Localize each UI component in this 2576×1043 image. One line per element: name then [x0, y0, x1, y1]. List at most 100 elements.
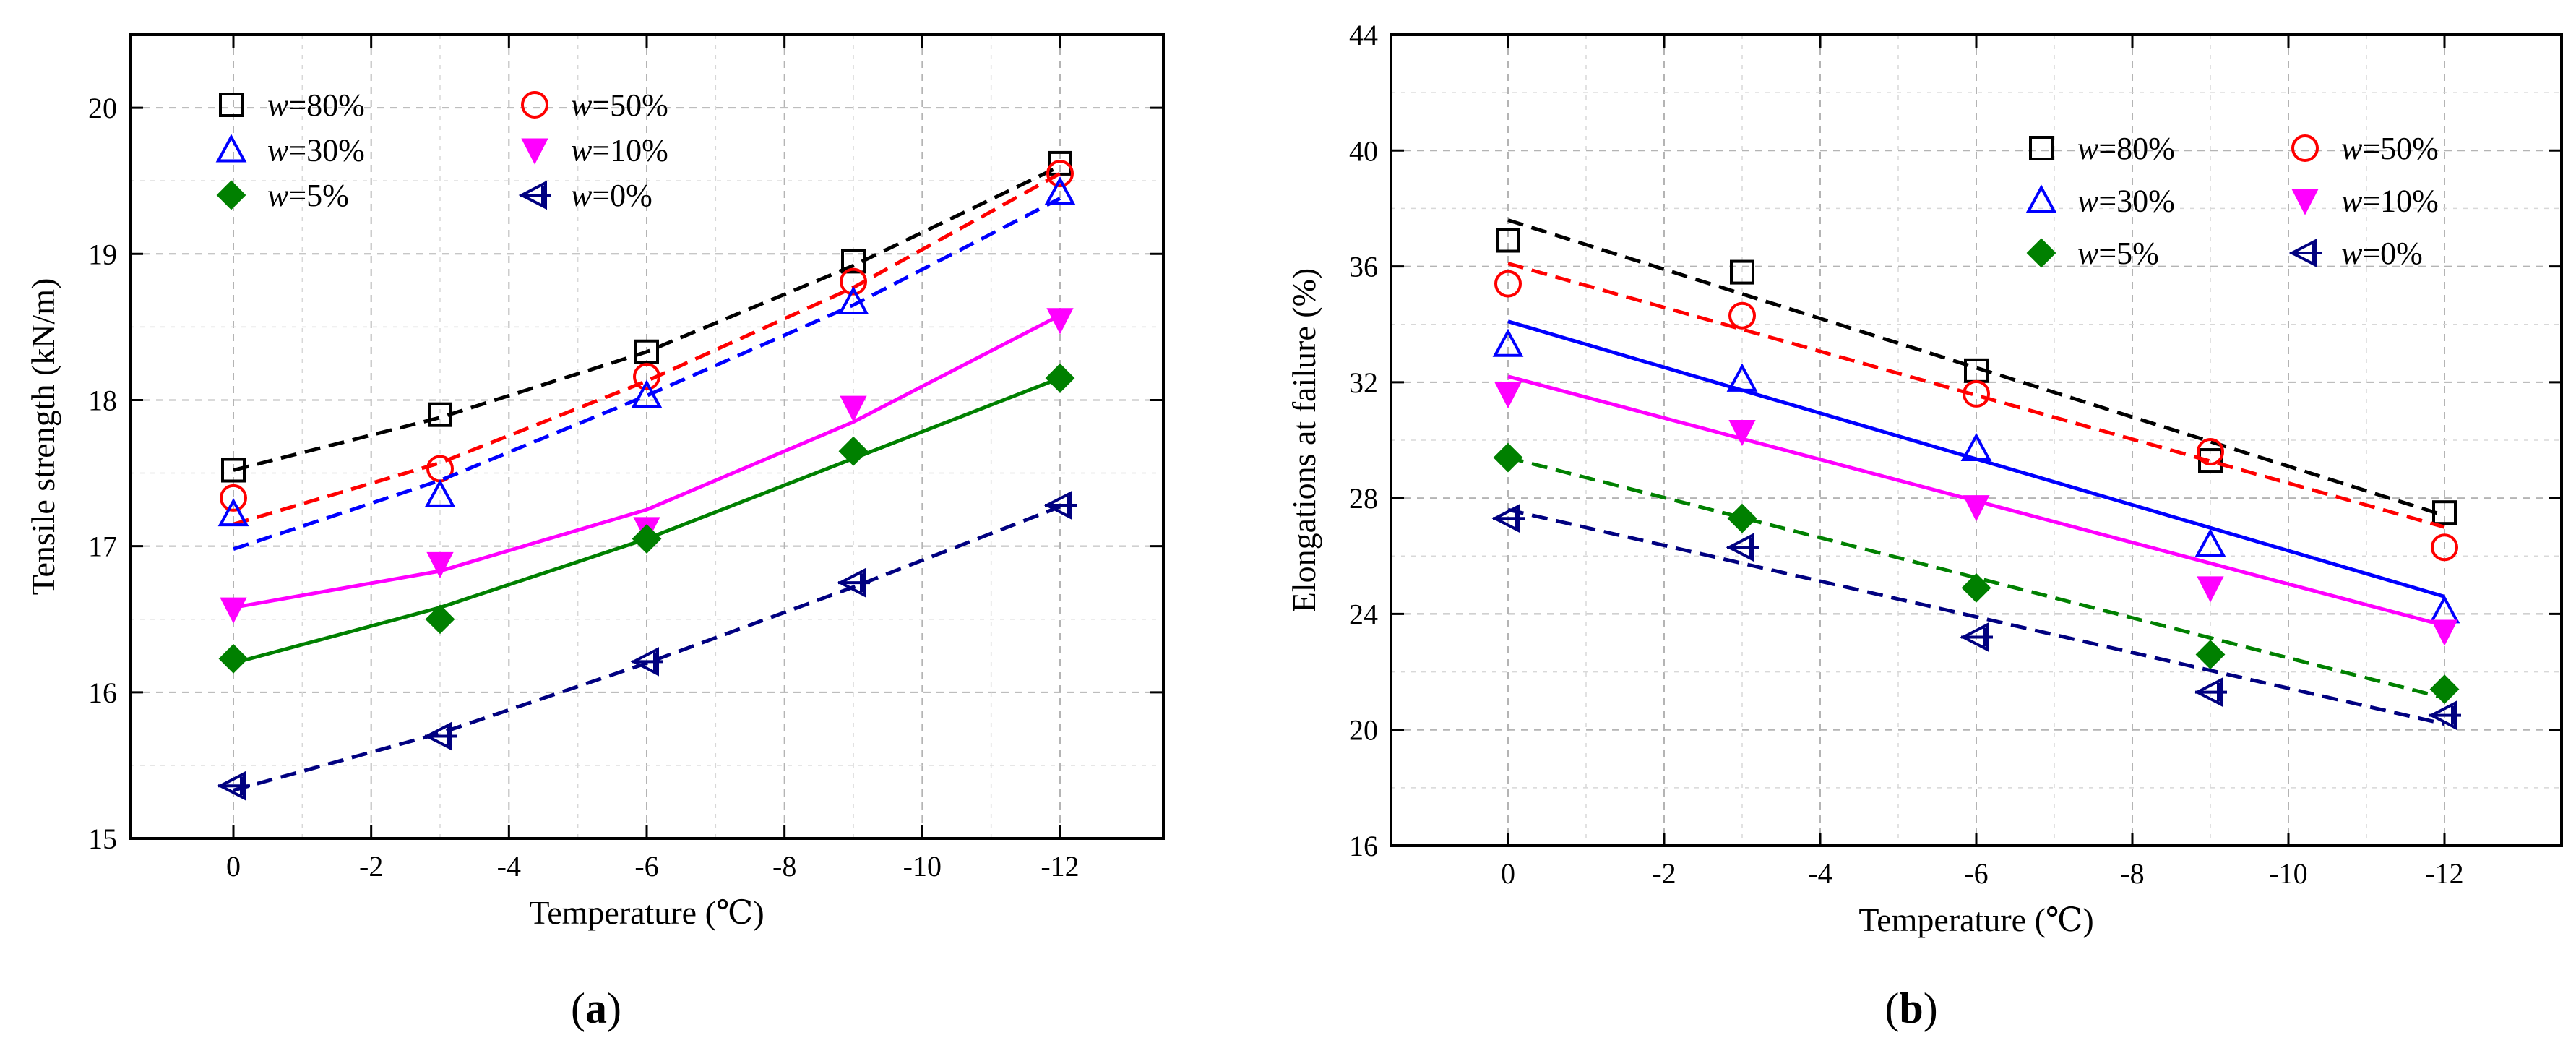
data-point — [1728, 301, 1756, 330]
data-point — [633, 363, 660, 391]
x-axis-title: Temperature (℃) — [1858, 901, 2093, 938]
series-w10 — [220, 308, 1074, 624]
data-point — [1730, 259, 1754, 285]
fit-line — [233, 197, 1061, 551]
fit-line — [1507, 507, 2445, 726]
legend-value: =30% — [288, 133, 364, 168]
x-tick-label: -10 — [2269, 857, 2307, 890]
legend-label: w=80% — [2077, 131, 2175, 166]
series-w10 — [1494, 374, 2458, 646]
legend-item: w=10% — [2291, 184, 2439, 219]
y-tick-label: 19 — [88, 238, 117, 270]
legend-variable: w — [571, 87, 593, 123]
data-point — [220, 484, 247, 512]
y-tick-label: 24 — [1349, 598, 1378, 630]
legend-value: =50% — [2362, 131, 2438, 166]
data-point — [1492, 328, 1524, 357]
x-tick-label: 0 — [226, 850, 241, 883]
legend-variable: w — [2077, 131, 2099, 166]
legend-marker — [2291, 134, 2319, 162]
legend-label: w=80% — [267, 87, 365, 123]
data-point — [1727, 503, 1757, 533]
data-point — [1048, 150, 1072, 176]
x-tick-label: -6 — [634, 850, 658, 883]
legend-value: =80% — [2098, 131, 2174, 166]
data-point — [2432, 500, 2457, 525]
data-point — [1491, 503, 1525, 533]
data-point — [841, 249, 866, 274]
y-tick-label: 16 — [1349, 830, 1378, 862]
y-tick-label: 17 — [88, 531, 117, 563]
legend-variable: w — [267, 133, 289, 168]
x-tick-label: -8 — [2120, 857, 2144, 890]
y-axis: 15 16 17 18 19 20 — [88, 92, 1163, 855]
series-w80 — [221, 150, 1072, 483]
series-w80 — [1496, 218, 2457, 525]
x-tick-label: -12 — [1041, 850, 1079, 883]
data-point — [423, 721, 457, 751]
legend-value: =10% — [2362, 184, 2438, 219]
data-point — [2429, 674, 2460, 705]
data-point — [1493, 442, 1523, 473]
legend-label: w=50% — [2341, 131, 2439, 166]
data-point — [1726, 532, 1759, 562]
legend-variable: w — [571, 178, 593, 213]
data-point — [2198, 448, 2223, 473]
legend-variable: w — [571, 133, 593, 168]
series-w30 — [1492, 319, 2460, 624]
y-tick-label: 40 — [1349, 134, 1378, 167]
data-point — [1043, 490, 1077, 520]
chart-panel-b: 0 -2 -4 -6 -8 -10 -12 16 20 24 28 32 36 40 44 Temperatu… — [1285, 19, 2563, 1032]
panel-label: (a) — [571, 984, 621, 1032]
series-w30 — [217, 176, 1076, 551]
legend-value: =10% — [592, 133, 668, 168]
legend-item: w=30% — [2025, 184, 2175, 219]
y-tick-label: 44 — [1349, 19, 1378, 51]
y-tick-label: 20 — [88, 92, 117, 124]
grid — [1391, 34, 2562, 846]
x-tick-label: -2 — [359, 850, 383, 883]
data-point — [1496, 228, 1520, 253]
data-point — [1963, 379, 1990, 408]
legend-marker — [2026, 238, 2056, 268]
data-point — [840, 267, 867, 296]
y-tick-label: 16 — [88, 677, 117, 709]
panel-label-letter: a — [585, 984, 607, 1032]
data-point — [218, 643, 249, 674]
data-point — [220, 597, 247, 624]
data-point — [2197, 576, 2224, 603]
panel-label-letter: b — [1899, 984, 1923, 1032]
data-point — [632, 524, 662, 554]
legend-variable: w — [2341, 236, 2363, 271]
fit-line — [233, 171, 1061, 526]
fit-line — [1507, 455, 2445, 700]
legend-item: w=80% — [219, 87, 365, 123]
data-point — [425, 604, 455, 635]
y-tick-label: 28 — [1349, 482, 1378, 515]
legend-variable: w — [2077, 236, 2099, 271]
legend-variable: w — [2341, 184, 2363, 219]
y-axis-title: Tensile strength (kN/m) — [25, 278, 61, 596]
legend-marker — [2288, 238, 2322, 268]
legend: w=80% w=50%w=30% w=10%w=5% w=0% — [215, 87, 668, 213]
fit-line — [1507, 218, 2445, 518]
legend-value: =80% — [288, 87, 364, 123]
data-point — [428, 402, 452, 427]
legend-label: w=50% — [571, 87, 668, 123]
legend-marker — [2029, 136, 2054, 160]
y-axis: 16 20 24 28 32 36 40 44 — [1349, 19, 2562, 862]
legend-marker — [521, 138, 548, 165]
x-tick-label: 0 — [1501, 857, 1515, 890]
panel-label-open: ( — [1884, 984, 1899, 1032]
legend-item: w=5% — [2026, 236, 2159, 271]
data-point — [837, 286, 869, 314]
series-w0 — [1491, 503, 2461, 730]
legend-item: w=5% — [216, 178, 349, 213]
x-axis-title: Temperature (℃) — [529, 894, 764, 931]
legend-marker — [518, 180, 551, 210]
x-tick-label: -4 — [1808, 857, 1832, 890]
x-tick-label: -2 — [1652, 857, 1676, 890]
data-point — [221, 458, 246, 483]
data-point — [1046, 160, 1074, 188]
panel-label: (b) — [1884, 984, 1937, 1032]
